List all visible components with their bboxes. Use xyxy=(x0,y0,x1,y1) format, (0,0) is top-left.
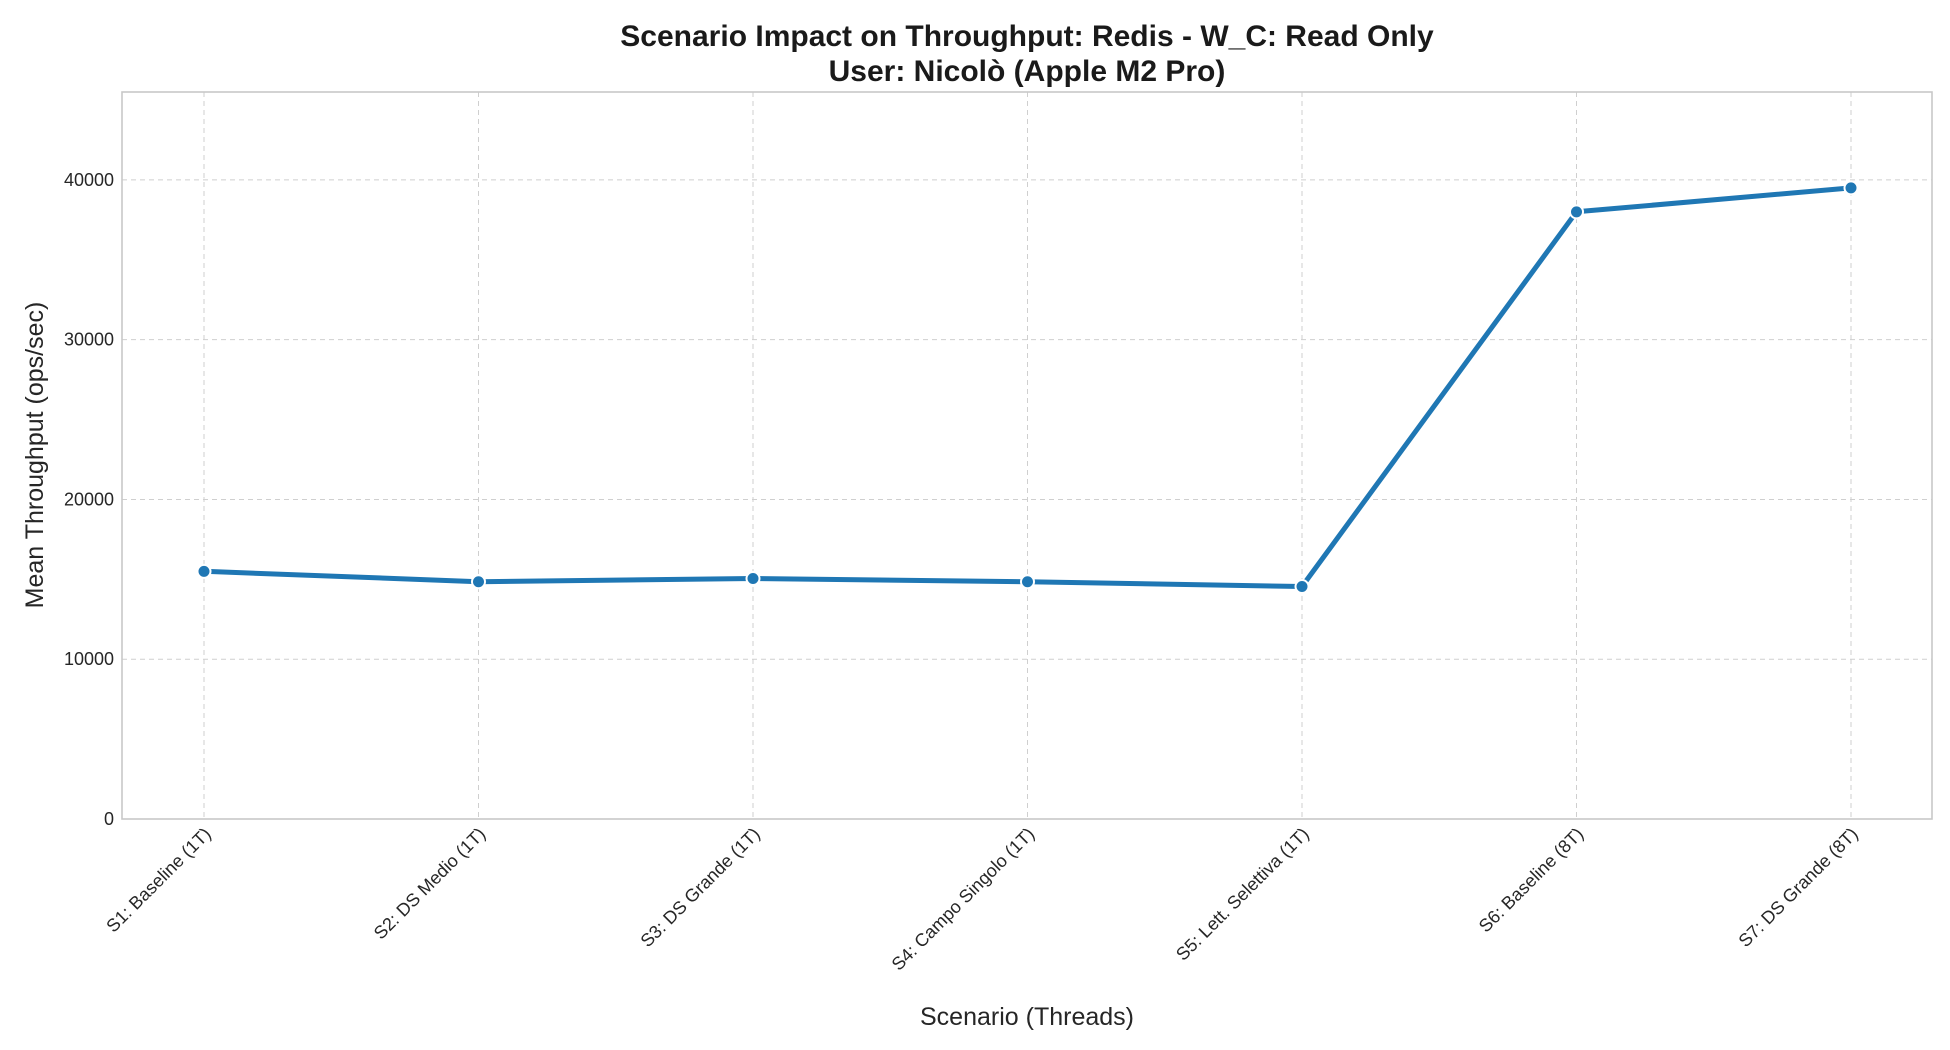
chart-subtitle: User: Nicolò (Apple M2 Pro) xyxy=(829,55,1226,88)
data-point xyxy=(1843,180,1859,196)
y-axis-ticks: 0 10000 20000 30000 40000 xyxy=(64,170,114,829)
chart-title: Scenario Impact on Throughput: Redis - W… xyxy=(620,20,1434,53)
plot-area-frame xyxy=(121,91,1933,820)
y-tick-label: 10000 xyxy=(64,649,114,669)
y-tick-label: 30000 xyxy=(64,330,114,350)
data-point xyxy=(745,571,761,587)
data-point xyxy=(1294,579,1310,595)
data-point xyxy=(1569,204,1584,220)
data-point xyxy=(1020,574,1035,590)
y-tick-label: 20000 xyxy=(64,489,114,509)
x-axis-label: Scenario (Threads) xyxy=(920,1003,1134,1031)
y-axis-label: Mean Throughput (ops/sec) xyxy=(21,302,49,609)
series-layer xyxy=(196,180,1859,595)
data-point xyxy=(196,563,212,579)
y-tick-label: 40000 xyxy=(64,170,114,190)
data-point xyxy=(471,574,486,590)
y-tick-label: 0 xyxy=(104,809,114,829)
grid-lines xyxy=(122,92,1932,819)
